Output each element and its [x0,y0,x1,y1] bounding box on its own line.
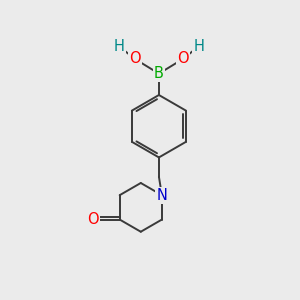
Text: O: O [129,51,140,66]
Text: O: O [178,51,189,66]
Text: H: H [114,39,124,54]
Text: B: B [154,66,164,81]
Text: N: N [157,188,167,203]
Text: H: H [193,39,204,54]
Text: O: O [87,212,99,227]
